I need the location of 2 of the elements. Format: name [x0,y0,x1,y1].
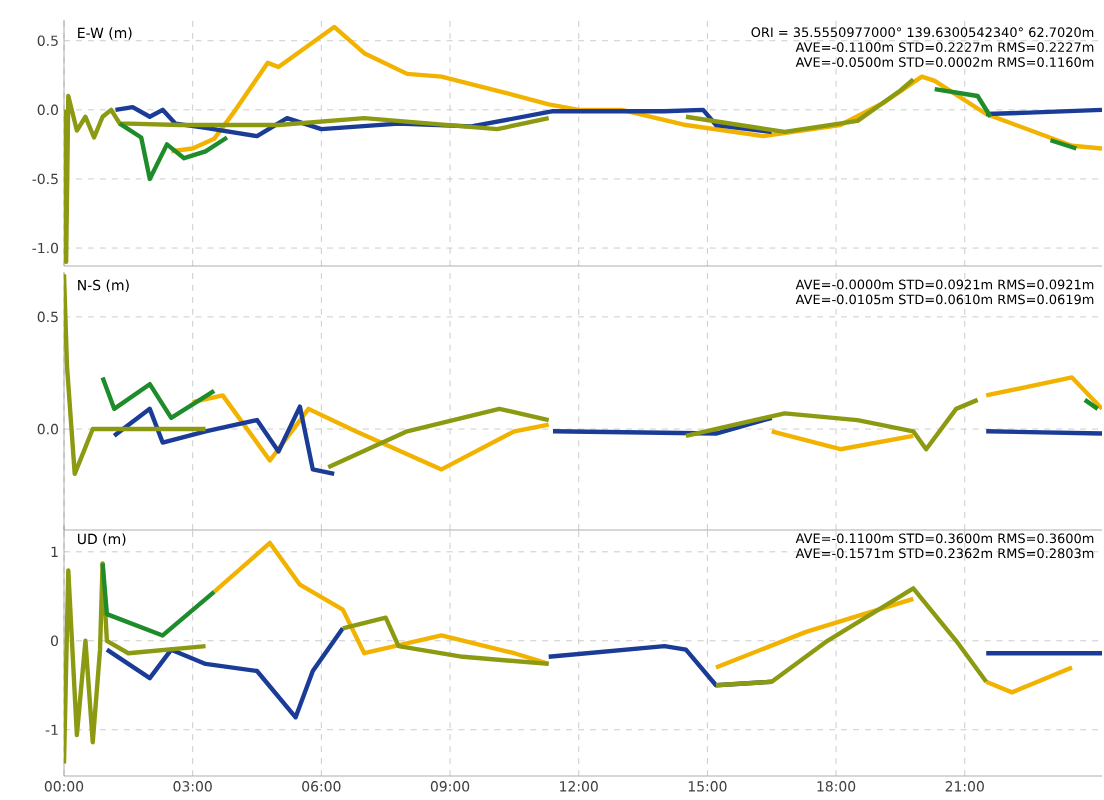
line-series [100,561,217,638]
line-series [169,24,1103,154]
